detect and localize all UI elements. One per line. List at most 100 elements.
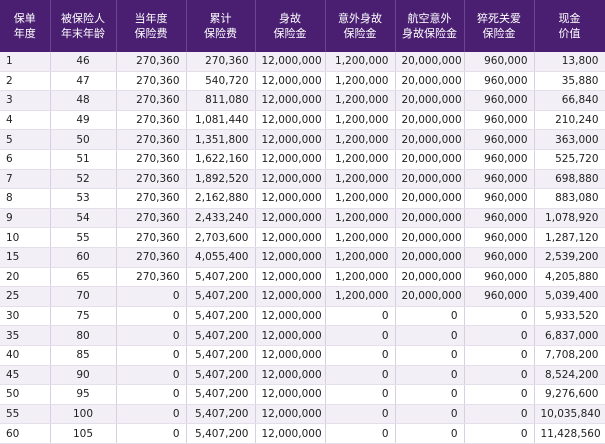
table-cell: 2,539,200 <box>534 247 605 268</box>
table-cell: 12,000,000 <box>255 71 326 92</box>
header-text: 身故保险金 <box>402 27 457 40</box>
table-cell: 10,035,840 <box>534 404 605 425</box>
table-cell: 960,000 <box>464 286 535 307</box>
table-cell: 363,000 <box>534 129 605 150</box>
table-cell: 20,000,000 <box>395 267 465 288</box>
table-cell: 4 <box>0 110 51 131</box>
table-cell: 12,000,000 <box>255 267 326 288</box>
table-cell: 20,000,000 <box>395 149 465 170</box>
table-cell: 20,000,000 <box>395 188 465 209</box>
table-cell: 20,000,000 <box>395 247 465 268</box>
table-cell: 1,351,800 <box>186 129 256 150</box>
table-cell: 7,708,200 <box>534 345 605 366</box>
table-cell: 90 <box>50 365 117 386</box>
table-cell: 30 <box>0 306 51 327</box>
table-cell: 12,000,000 <box>255 247 326 268</box>
table-cell: 3 <box>0 90 51 111</box>
table-cell: 12,000,000 <box>255 306 326 327</box>
table-cell: 53 <box>50 188 117 209</box>
table-cell: 20,000,000 <box>395 286 465 307</box>
table-cell: 10 <box>0 227 51 248</box>
table-cell: 0 <box>325 325 396 346</box>
table-cell: 49 <box>50 110 117 131</box>
table-cell: 46 <box>50 52 117 72</box>
table-cell: 525,720 <box>534 149 605 170</box>
table-cell: 12,000,000 <box>255 227 326 248</box>
header-text: 现金 <box>558 12 581 25</box>
header-text: 保险金 <box>343 27 377 40</box>
table-row: 45 90 0 5,407,200 12,000,000 0 0 0 8,524,200 <box>0 365 605 386</box>
table-cell: 5,407,200 <box>186 384 256 405</box>
table-cell: 60 <box>50 247 117 268</box>
table-cell: 20 <box>0 267 51 288</box>
header-text: 价值 <box>558 27 581 40</box>
table-cell: 960,000 <box>464 188 535 209</box>
table-cell: 0 <box>464 325 535 346</box>
header-text: 保单 <box>13 12 36 25</box>
table-cell: 811,080 <box>186 90 256 111</box>
table-cell: 35,880 <box>534 71 605 92</box>
table-cell: 55 <box>50 227 117 248</box>
table-row: 10 55 270,360 2,703,600 12,000,000 1,200,000 2… <box>0 227 605 248</box>
header-cell: 现金 价值 <box>534 0 605 52</box>
table-cell: 6 <box>0 149 51 170</box>
header-row: 保单 年度 被保险人 年末年龄 当年度 保险费 累计 保险费 身故 保险金 意外身故 保险金 航空意外身… <box>0 0 605 52</box>
table-cell: 1,200,000 <box>325 267 396 288</box>
table-cell: 698,880 <box>534 169 605 190</box>
table-cell: 1 <box>0 52 51 72</box>
header-cell: 身故 保险金 <box>255 0 326 52</box>
table-cell: 5,933,520 <box>534 306 605 327</box>
table-cell: 13,800 <box>534 52 605 72</box>
table-cell: 960,000 <box>464 129 535 150</box>
table-cell: 6,837,000 <box>534 325 605 346</box>
table-cell: 100 <box>50 404 117 425</box>
table-cell: 1,622,160 <box>186 149 256 170</box>
table-cell: 4,055,400 <box>186 247 256 268</box>
table-cell: 7 <box>0 169 51 190</box>
table-row: 20 65 270,360 5,407,200 12,000,000 1,200,000 2… <box>0 267 605 288</box>
table-cell: 960,000 <box>464 110 535 131</box>
table-cell: 1,287,120 <box>534 227 605 248</box>
table-cell: 960,000 <box>464 267 535 288</box>
table-cell: 270,360 <box>116 90 187 111</box>
table-cell: 12,000,000 <box>255 423 326 444</box>
table-cell: 1,200,000 <box>325 52 396 72</box>
table-row: 7 52 270,360 1,892,520 12,000,000 1,200,000 20… <box>0 169 605 190</box>
header-cell: 累计 保险费 <box>186 0 256 52</box>
table-cell: 960,000 <box>464 52 535 72</box>
table-cell: 9 <box>0 208 51 229</box>
table-cell: 20,000,000 <box>395 208 465 229</box>
table-cell: 0 <box>116 384 187 405</box>
table-cell: 270,360 <box>116 149 187 170</box>
table-cell: 65 <box>50 267 117 288</box>
table-row: 1 46 270,360 270,360 12,000,000 1,200,000 20,0… <box>0 52 605 72</box>
table-row: 2 47 270,360 540,720 12,000,000 1,200,000 20,0… <box>0 71 605 92</box>
table-cell: 1,200,000 <box>325 71 396 92</box>
table-cell: 45 <box>0 365 51 386</box>
table-cell: 85 <box>50 345 117 366</box>
table-cell: 12,000,000 <box>255 384 326 405</box>
table-cell: 12,000,000 <box>255 110 326 131</box>
table-row: 55 100 0 5,407,200 12,000,000 0 0 0 10,035,840 <box>0 404 605 425</box>
table-cell: 5,407,200 <box>186 365 256 386</box>
table-cell: 960,000 <box>464 227 535 248</box>
table-cell: 5 <box>0 129 51 150</box>
table-cell: 5,407,200 <box>186 306 256 327</box>
table-cell: 80 <box>50 325 117 346</box>
table-cell: 0 <box>325 423 396 444</box>
table-cell: 210,240 <box>534 110 605 131</box>
table-row: 6 51 270,360 1,622,160 12,000,000 1,200,000 20… <box>0 149 605 170</box>
table-cell: 50 <box>50 129 117 150</box>
table-cell: 960,000 <box>464 169 535 190</box>
table-row: 50 95 0 5,407,200 12,000,000 0 0 0 9,276,600 <box>0 384 605 405</box>
table-cell: 0 <box>325 306 396 327</box>
table-cell: 960,000 <box>464 90 535 111</box>
table-row: 4 49 270,360 1,081,440 12,000,000 1,200,000 20… <box>0 110 605 131</box>
header-text: 累计 <box>209 12 232 25</box>
table-cell: 270,360 <box>116 52 187 72</box>
table-cell: 8,524,200 <box>534 365 605 386</box>
table-row: 25 70 0 5,407,200 12,000,000 1,200,000 20,000,… <box>0 286 605 307</box>
table-cell: 20,000,000 <box>395 227 465 248</box>
table-cell: 0 <box>464 404 535 425</box>
